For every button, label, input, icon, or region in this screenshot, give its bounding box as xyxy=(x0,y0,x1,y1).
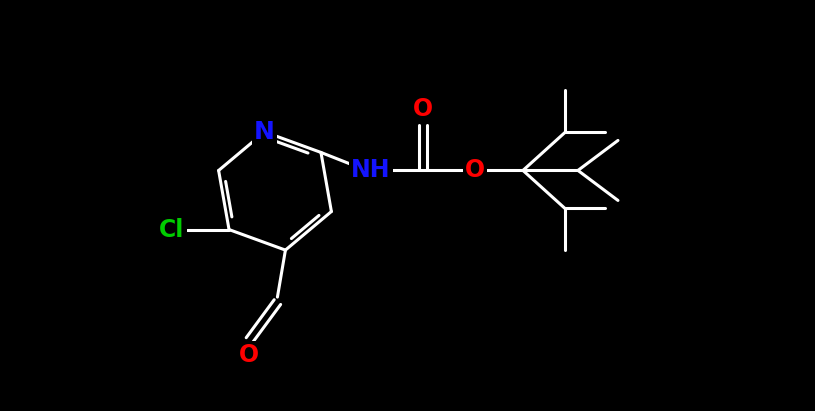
Text: NH: NH xyxy=(351,158,390,182)
Text: Cl: Cl xyxy=(160,217,185,242)
Text: N: N xyxy=(254,120,275,144)
Text: O: O xyxy=(465,158,485,182)
Text: O: O xyxy=(240,343,259,367)
Text: O: O xyxy=(413,97,433,121)
